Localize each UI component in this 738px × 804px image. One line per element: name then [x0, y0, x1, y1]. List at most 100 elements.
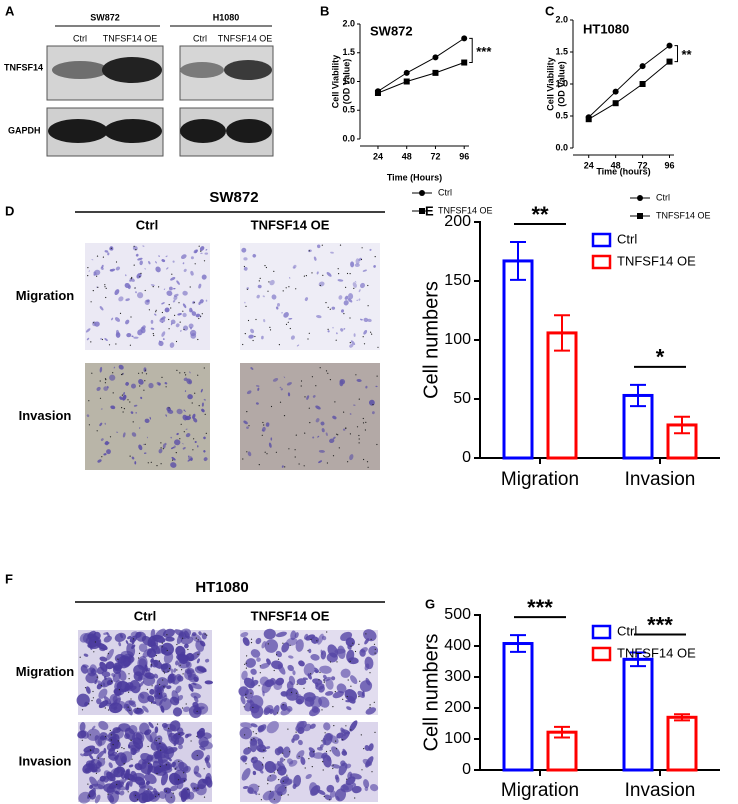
- cell: [204, 680, 213, 685]
- pore: [244, 663, 246, 665]
- cell: [309, 723, 316, 729]
- point: [612, 100, 619, 107]
- cell: [134, 707, 143, 714]
- cell: [137, 292, 144, 299]
- pore: [345, 427, 347, 429]
- cell: [113, 766, 126, 778]
- significance-label: *: [656, 345, 665, 370]
- pore: [273, 798, 275, 800]
- pore: [121, 407, 123, 409]
- bar: [666, 715, 698, 772]
- pore: [338, 273, 340, 275]
- pore: [361, 247, 363, 249]
- pore: [155, 309, 157, 311]
- cell: [240, 695, 246, 705]
- cell: [347, 695, 356, 704]
- pore: [284, 466, 286, 468]
- cell: [331, 306, 336, 310]
- cell: [316, 244, 321, 249]
- pore: [277, 769, 279, 771]
- pore: [333, 725, 335, 727]
- cell: [190, 270, 194, 276]
- error-bar: [554, 314, 570, 352]
- pore: [244, 734, 246, 736]
- pore: [245, 696, 247, 699]
- cell: [331, 746, 341, 757]
- cell: [283, 312, 289, 318]
- pore: [278, 344, 280, 346]
- cell: [312, 395, 316, 398]
- pore: [376, 443, 378, 446]
- pore: [245, 667, 247, 669]
- pore: [158, 660, 160, 662]
- pore: [258, 280, 260, 282]
- pore: [246, 411, 248, 413]
- pore: [90, 749, 92, 752]
- cell: [105, 702, 113, 707]
- pore: [147, 462, 149, 464]
- pore: [258, 785, 260, 787]
- pore: [132, 421, 134, 423]
- cell: [199, 745, 206, 751]
- cell: [165, 636, 175, 642]
- legend-label: TNFSF14 OE: [656, 210, 711, 220]
- significance-label: ***: [527, 595, 553, 620]
- error-bar: [554, 725, 570, 739]
- pore: [364, 429, 366, 431]
- cell: [363, 329, 368, 335]
- cell: [87, 638, 101, 649]
- pore: [89, 734, 91, 736]
- cell: [198, 283, 202, 289]
- cell: [172, 759, 185, 771]
- pore: [267, 643, 269, 645]
- pore: [250, 739, 252, 741]
- pore: [321, 244, 323, 246]
- cell: [103, 635, 112, 643]
- cell: [146, 754, 154, 762]
- pore: [130, 278, 132, 280]
- pore: [147, 745, 149, 748]
- pore: [177, 779, 180, 781]
- cell: [250, 367, 254, 370]
- pore: [144, 443, 146, 445]
- cell: [160, 772, 169, 786]
- blot: [46, 45, 274, 157]
- pore: [121, 747, 123, 749]
- pore: [107, 793, 109, 795]
- pore: [269, 329, 272, 331]
- pore: [158, 693, 161, 695]
- cell: [127, 655, 135, 663]
- cell: [263, 319, 266, 323]
- band: [180, 62, 224, 78]
- cell: [101, 671, 111, 678]
- cell: [296, 720, 305, 730]
- pore: [252, 758, 254, 760]
- cell: [316, 315, 322, 319]
- pore: [243, 265, 245, 268]
- pore: [295, 288, 297, 290]
- pore: [345, 286, 347, 288]
- pore: [203, 260, 206, 262]
- pore: [145, 373, 148, 375]
- pore: [288, 448, 290, 450]
- pore: [127, 399, 129, 401]
- pore: [189, 286, 191, 288]
- pore: [261, 764, 264, 766]
- cell: [118, 296, 124, 302]
- cell: [363, 317, 369, 323]
- pore: [158, 738, 160, 740]
- cell: [99, 366, 103, 373]
- pore: [136, 798, 139, 800]
- y-axis-label: Cell numbers: [420, 634, 442, 752]
- cell: [155, 261, 157, 264]
- pore: [332, 706, 334, 708]
- cell: [158, 340, 164, 347]
- cell: [188, 683, 194, 692]
- pore: [104, 707, 106, 709]
- cell: [191, 311, 197, 316]
- point: [666, 42, 673, 49]
- pore: [102, 256, 104, 258]
- cell: [203, 436, 206, 440]
- cell: [172, 707, 183, 717]
- cell: [292, 264, 297, 269]
